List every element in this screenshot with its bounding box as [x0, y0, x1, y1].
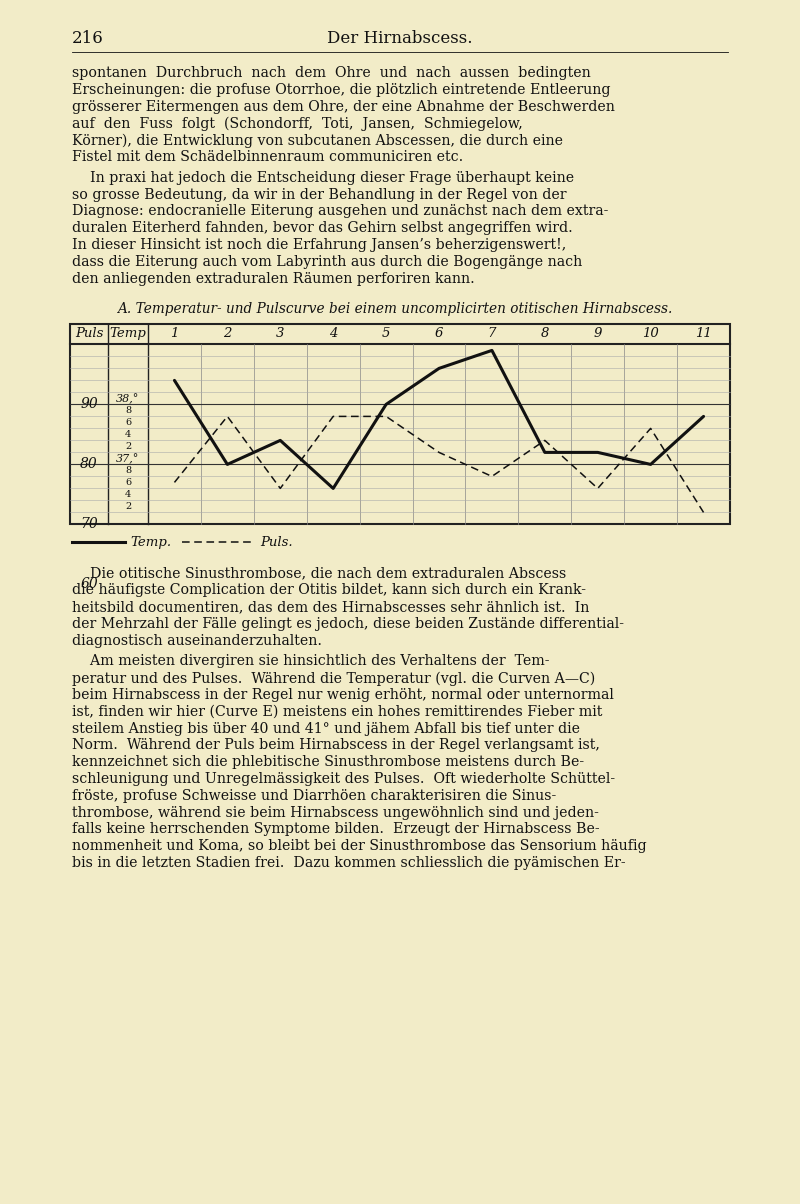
Text: schleunigung und Unregelmässigkeit des Pulses.  Oft wiederholte Schüttel-: schleunigung und Unregelmässigkeit des P… — [72, 772, 615, 786]
Text: 60: 60 — [80, 578, 98, 591]
Text: 2: 2 — [125, 442, 131, 452]
Text: 7: 7 — [488, 327, 496, 341]
Text: thrombose, während sie beim Hirnabscess ungewöhnlich sind und jeden-: thrombose, während sie beim Hirnabscess … — [72, 805, 599, 820]
Text: steilem Anstieg bis über 40 und 41° und jähem Abfall bis tief unter die: steilem Anstieg bis über 40 und 41° und … — [72, 721, 580, 736]
Text: In praxi hat jedoch die Entscheidung dieser Frage überhaupt keine: In praxi hat jedoch die Entscheidung die… — [72, 171, 574, 184]
Text: Am meisten divergiren sie hinsichtlich des Verhaltens der  Tem-: Am meisten divergiren sie hinsichtlich d… — [72, 655, 550, 668]
Text: Der Hirnabscess.: Der Hirnabscess. — [327, 30, 473, 47]
Text: 6: 6 — [125, 478, 131, 486]
Text: so grosse Bedeutung, da wir in der Behandlung in der Regel von der: so grosse Bedeutung, da wir in der Behan… — [72, 188, 566, 201]
Text: 5: 5 — [382, 327, 390, 341]
Text: 8: 8 — [125, 466, 131, 474]
Text: Körner), die Entwicklung von subcutanen Abscessen, die durch eine: Körner), die Entwicklung von subcutanen … — [72, 134, 563, 148]
Text: fröste, profuse Schweisse und Diarrhöen charakterisiren die Sinus-: fröste, profuse Schweisse und Diarrhöen … — [72, 789, 556, 803]
Text: bis in die letzten Stadien frei.  Dazu kommen schliesslich die pyämischen Er-: bis in die letzten Stadien frei. Dazu ko… — [72, 856, 626, 870]
Text: 4: 4 — [125, 430, 131, 439]
Text: Norm.  Während der Puls beim Hirnabscess in der Regel verlangsamt ist,: Norm. Während der Puls beim Hirnabscess … — [72, 738, 600, 752]
Text: 6: 6 — [125, 418, 131, 427]
Text: 216: 216 — [72, 30, 104, 47]
Text: duralen Eiterherd fahnden, bevor das Gehirn selbst angegriffen wird.: duralen Eiterherd fahnden, bevor das Geh… — [72, 222, 573, 235]
Text: A. Temperatur- und Pulscurve bei einem uncomplicirten otitischen Hirnabscess.: A. Temperatur- und Pulscurve bei einem u… — [117, 302, 672, 317]
Text: auf  den  Fuss  folgt  (Schondorff,  Toti,  Jansen,  Schmiegelow,: auf den Fuss folgt (Schondorff, Toti, Ja… — [72, 117, 522, 131]
Text: 3: 3 — [276, 327, 285, 341]
Text: 8: 8 — [541, 327, 549, 341]
Text: 4: 4 — [329, 327, 338, 341]
Text: Fistel mit dem Schädelbinnenraum communiciren etc.: Fistel mit dem Schädelbinnenraum communi… — [72, 150, 463, 164]
Text: Temp.: Temp. — [130, 536, 171, 549]
Text: heitsbild documentiren, das dem des Hirnabscesses sehr ähnlich ist.  In: heitsbild documentiren, das dem des Hirn… — [72, 600, 590, 614]
Text: grösserer Eitermengen aus dem Ohre, der eine Abnahme der Beschwerden: grösserer Eitermengen aus dem Ohre, der … — [72, 100, 615, 113]
Text: die häufigste Complication der Otitis bildet, kann sich durch ein Krank-: die häufigste Complication der Otitis bi… — [72, 583, 586, 597]
Text: peratur und des Pulses.  Während die Temperatur (vgl. die Curven A—C): peratur und des Pulses. Während die Temp… — [72, 671, 595, 685]
Text: 2: 2 — [223, 327, 231, 341]
Text: spontanen  Durchbruch  nach  dem  Ohre  und  nach  aussen  bedingten: spontanen Durchbruch nach dem Ohre und n… — [72, 66, 590, 79]
Text: 9: 9 — [594, 327, 602, 341]
Text: 2: 2 — [125, 502, 131, 510]
Text: 90: 90 — [80, 397, 98, 412]
Text: 37,°: 37,° — [116, 453, 140, 464]
Text: falls keine herrschenden Symptome bilden.  Erzeugt der Hirnabscess Be-: falls keine herrschenden Symptome bilden… — [72, 822, 600, 837]
Text: kennzeichnet sich die phlebitische Sinusthrombose meistens durch Be-: kennzeichnet sich die phlebitische Sinus… — [72, 755, 584, 769]
Bar — [70, 324, 730, 525]
Text: Temp: Temp — [110, 327, 146, 341]
Text: In dieser Hinsicht ist noch die Erfahrung Jansen’s beherzigenswert!,: In dieser Hinsicht ist noch die Erfahrun… — [72, 238, 566, 252]
Text: 1: 1 — [170, 327, 178, 341]
Text: 4: 4 — [125, 490, 131, 498]
Text: der Mehrzahl der Fälle gelingt es jedoch, diese beiden Zustände differential-: der Mehrzahl der Fälle gelingt es jedoch… — [72, 616, 624, 631]
Text: 80: 80 — [80, 458, 98, 472]
Text: 11: 11 — [695, 327, 712, 341]
Text: Puls.: Puls. — [260, 536, 293, 549]
Text: 38,°: 38,° — [116, 394, 140, 403]
Text: Diagnose: endocranielle Eiterung ausgehen und zunächst nach dem extra-: Diagnose: endocranielle Eiterung ausgehe… — [72, 205, 608, 218]
Text: ist, finden wir hier (Curve E) meistens ein hohes remittirendes Fieber mit: ist, finden wir hier (Curve E) meistens … — [72, 704, 602, 719]
Text: Die otitische Sinusthrombose, die nach dem extraduralen Abscess: Die otitische Sinusthrombose, die nach d… — [72, 566, 566, 580]
Text: 8: 8 — [125, 406, 131, 415]
Text: den anliegenden extraduralen Räumen perforiren kann.: den anliegenden extraduralen Räumen perf… — [72, 272, 474, 285]
Text: beim Hirnabscess in der Regel nur wenig erhöht, normal oder unternormal: beim Hirnabscess in der Regel nur wenig … — [72, 687, 614, 702]
Text: 10: 10 — [642, 327, 659, 341]
Text: nommenheit und Koma, so bleibt bei der Sinusthrombose das Sensorium häufig: nommenheit und Koma, so bleibt bei der S… — [72, 839, 646, 854]
Text: diagnostisch auseinanderzuhalten.: diagnostisch auseinanderzuhalten. — [72, 633, 322, 648]
Text: Puls: Puls — [75, 327, 103, 341]
Text: 6: 6 — [435, 327, 443, 341]
Text: 70: 70 — [80, 518, 98, 531]
Text: Erscheinungen: die profuse Otorrhoe, die plötzlich eintretende Entleerung: Erscheinungen: die profuse Otorrhoe, die… — [72, 83, 610, 96]
Text: dass die Eiterung auch vom Labyrinth aus durch die Bogengänge nach: dass die Eiterung auch vom Labyrinth aus… — [72, 255, 582, 268]
